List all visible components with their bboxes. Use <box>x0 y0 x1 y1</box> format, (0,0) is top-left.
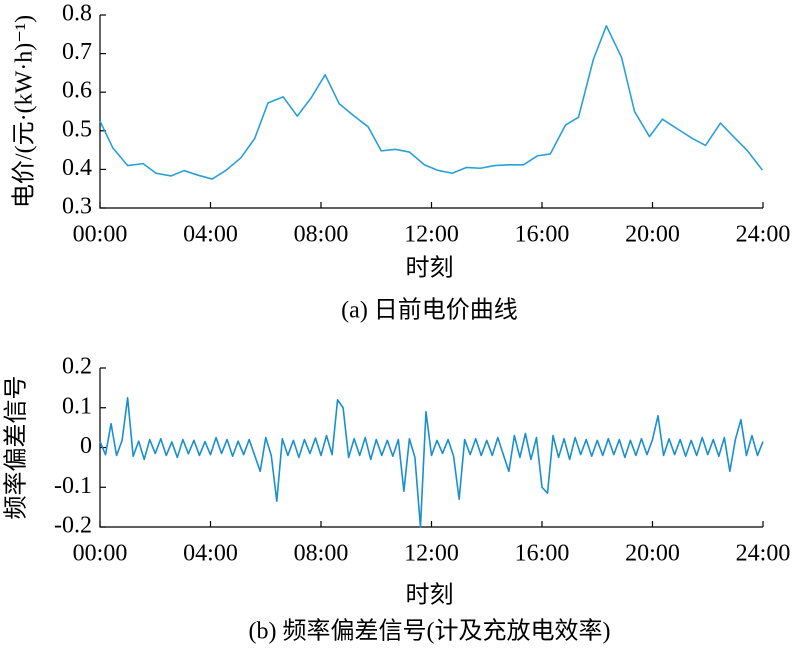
y-tick-label: 0.3 <box>62 194 92 220</box>
y-axis-label: 频率偏差信号 <box>3 376 30 520</box>
x-tick-label: 16:00 <box>515 222 570 248</box>
x-tick-label: 08:00 <box>294 222 349 248</box>
y-axis-label: 电价/(元·(kW·h)⁻¹) <box>11 15 38 208</box>
y-tick-label: 0.7 <box>62 39 92 65</box>
axis-line <box>99 368 763 528</box>
x-tick-label: 12:00 <box>404 222 459 248</box>
x-tick-label: 24:00 <box>736 541 791 567</box>
x-axis-label: 时刻 <box>406 582 454 609</box>
x-tick-label: 00:00 <box>73 541 128 567</box>
x-tick-label: 24:00 <box>736 222 791 248</box>
x-tick-label: 20:00 <box>625 222 680 248</box>
y-tick-label: 0 <box>80 433 92 459</box>
x-tick-label: 20:00 <box>625 541 680 567</box>
x-tick-label: 04:00 <box>183 222 238 248</box>
caption: (a) 日前电价曲线 <box>341 297 518 324</box>
y-tick-label: 0.6 <box>62 78 92 104</box>
y-tick-label: 0.5 <box>62 116 92 142</box>
caption: (b) 频率偏差信号(计及充放电效率) <box>249 618 611 645</box>
x-tick-label: 16:00 <box>515 541 570 567</box>
x-tick-label: 08:00 <box>294 541 349 567</box>
x-tick-label: 04:00 <box>183 541 238 567</box>
y-tick-label: -0.2 <box>54 513 92 539</box>
x-axis-label: 时刻 <box>406 255 454 282</box>
y-tick-label: -0.1 <box>54 473 92 499</box>
y-tick-label: 0.2 <box>62 354 92 380</box>
y-tick-label: 0.4 <box>62 155 92 181</box>
y-tick-label: 0.8 <box>62 1 92 27</box>
y-tick-label: 0.1 <box>62 393 92 419</box>
x-tick-label: 00:00 <box>73 222 128 248</box>
data-line <box>99 397 764 528</box>
axis-line <box>99 15 763 209</box>
data-line <box>99 25 764 180</box>
x-tick-label: 12:00 <box>404 541 459 567</box>
